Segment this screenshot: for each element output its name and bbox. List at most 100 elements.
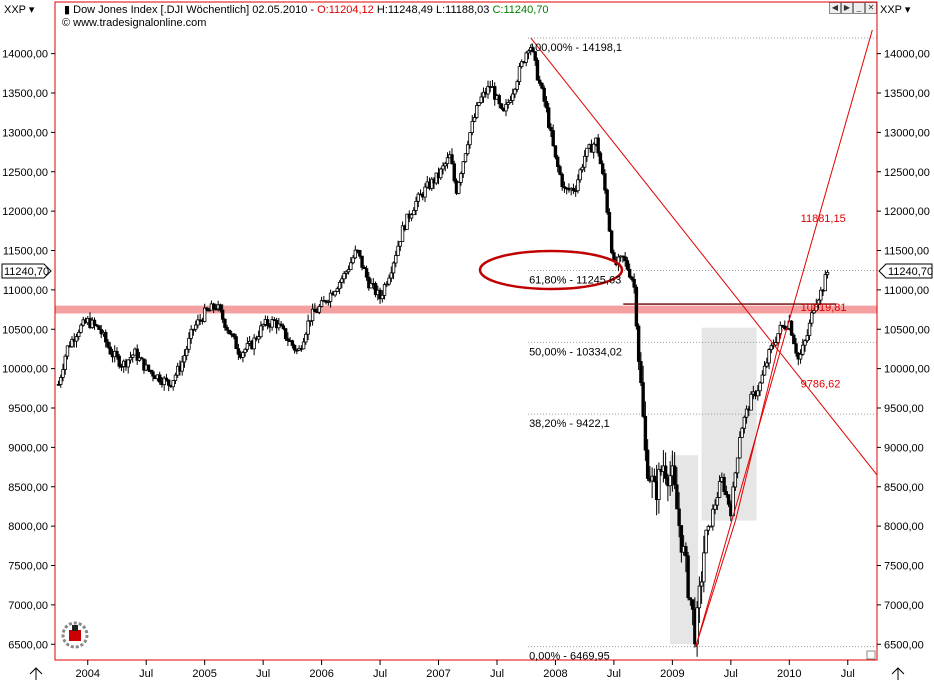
candle-body-301 [733,472,738,488]
candle-body-41 [149,369,153,373]
candle-body-160 [416,193,420,202]
candle-body-8 [74,336,79,342]
xtick-label-6: 2007 [426,668,450,680]
candle-body-4 [65,345,70,357]
candle-body-244 [605,189,609,213]
candle-body-291 [711,508,715,527]
candle-body-187 [477,102,481,106]
candle-body-315 [765,362,769,367]
candle-body-188 [479,96,483,103]
candle-body-293 [715,497,720,506]
symbol-menu-label: XXP [4,4,26,16]
candle-body-141 [373,283,378,296]
ytick-label-left-9: 11000,00 [3,285,48,297]
xtick-label-2: 2005 [192,668,216,680]
logo-mark [69,630,81,641]
candle-body-100 [281,325,286,330]
candle-body-57 [184,348,189,357]
candle-body-80 [236,348,241,355]
ytick-label-right-8: 10500,00 [884,324,930,336]
candle-body-136 [362,267,367,270]
logo-head [72,625,78,631]
candle-body-72 [218,304,223,311]
candle-body-279 [684,546,688,557]
candle-body-238 [591,143,596,153]
candle-body-323 [783,325,787,330]
candle-body-150 [394,255,398,264]
candle-body-55 [180,361,184,372]
candle-body-137 [364,268,369,278]
candle-body-205 [517,66,522,83]
ytick-label-right-6: 9500,00 [884,403,924,415]
candle-body-112 [308,320,313,323]
candle-body-336 [812,310,816,314]
candle-body-179 [459,173,463,183]
candle-body-87 [252,337,256,350]
candle-body-290 [708,525,713,528]
candle-body-91 [261,323,265,327]
candle-body-185 [472,117,477,122]
candle-body-51 [171,380,175,388]
candle-body-153 [400,225,405,242]
candle-body-305 [742,416,747,429]
open-value: O:11204,12 [317,4,374,16]
ytick-label-left-13: 13000,00 [2,127,48,139]
candle-body-211 [531,47,535,53]
candle-body-74 [223,318,227,328]
candle-body-121 [328,292,333,302]
candle-body-308 [749,393,753,411]
candle-body-272 [668,475,672,487]
candle-body-219 [549,127,553,131]
candle-body-101 [283,328,288,340]
candle-body-225 [562,186,567,189]
ytick-label-left-7: 10000,00 [2,364,48,376]
symbol-menu-right[interactable]: XXP ▾ [880,4,911,16]
candle-body-102 [286,338,290,342]
ytick-label-left-5: 9000,00 [8,442,48,454]
xtick-label-1: Jul [139,668,153,680]
candle-body-78 [232,333,236,338]
xtick-label-4: 2006 [309,668,333,680]
candle-body-330 [798,353,803,360]
candle-body-339 [819,289,823,301]
candle-body-116 [317,306,322,313]
candle-body-104 [290,340,295,346]
candle-body-37 [140,357,144,360]
last-value-marker-left [1,263,52,279]
xtick-label-12: 2010 [777,668,801,680]
candle-body-83 [243,348,247,353]
candle-body-221 [553,145,558,158]
candle-body-306 [744,408,749,418]
ytick-label-right-0: 6500,00 [884,639,924,651]
candle-body-172 [443,163,447,167]
candle-body-206 [520,61,524,68]
candle-body-84 [245,343,250,350]
candle-body-2 [61,369,65,378]
candle-body-277 [679,525,684,553]
candle-body-10 [79,324,83,333]
candle-body-105 [292,345,297,351]
candle-body-149 [391,262,396,274]
candle-body-257 [634,286,639,327]
candle-body-200 [506,102,510,105]
candle-body-243 [603,173,607,191]
candle-body-56 [182,355,187,363]
candle-body-259 [639,361,643,384]
candle-body-66 [205,307,209,311]
ytick-label-right-12: 12500,00 [884,167,930,179]
candle-body-194 [493,86,497,100]
candle-body-335 [810,312,814,324]
candle-body-76 [227,329,232,335]
fib-label-0: 100,00% - 14198,1 [529,42,622,54]
candle-body-320 [776,333,780,343]
candle-body-131 [351,257,355,264]
candle-body-314 [762,365,767,376]
arrow-up-right-icon [891,667,905,680]
symbol-menu-left[interactable]: XXP ▾ [4,4,35,16]
ytick-label-left-8: 10500,00 [2,324,48,336]
candle-body-155 [405,213,409,230]
ytick-label-left-0: 6500,00 [8,639,48,651]
trend-line-2 [695,520,736,647]
candle-body-197 [499,103,504,109]
